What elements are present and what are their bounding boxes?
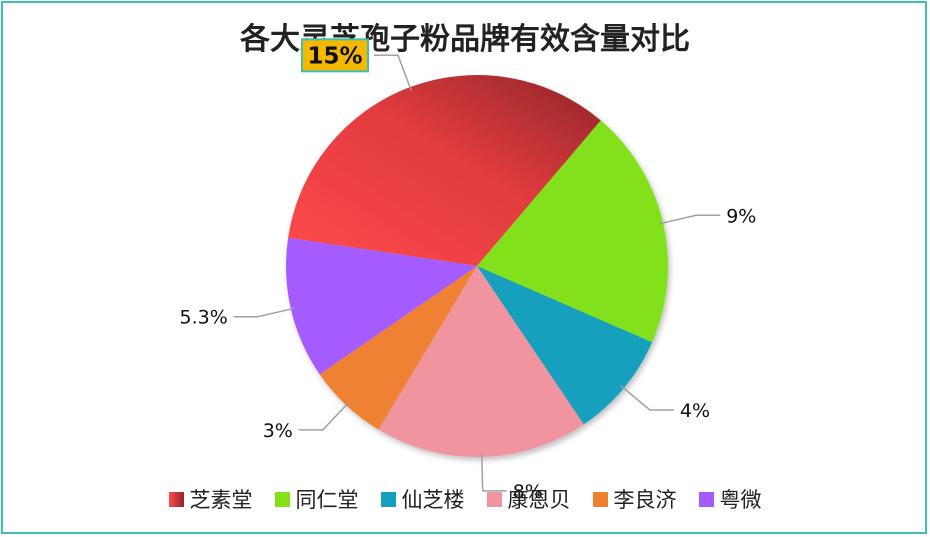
- legend-swatch-0: [168, 491, 184, 507]
- legend-item-5[interactable]: 粤微: [698, 484, 762, 514]
- pie-slice-1[interactable]: [477, 120, 668, 343]
- leader-line-3: [480, 452, 507, 492]
- legend-item-0[interactable]: 芝素堂: [168, 484, 253, 514]
- pie-slice-5[interactable]: [286, 237, 477, 375]
- pie-slice-2[interactable]: [477, 266, 653, 425]
- legend-swatch-1: [274, 491, 290, 507]
- legend-swatch-2: [380, 491, 396, 507]
- legend-label-3: 康恩贝: [507, 488, 571, 512]
- leader-line-1: [659, 214, 721, 225]
- legend-label-5: 粤微: [719, 488, 762, 512]
- data-label-1: 9%: [726, 205, 756, 227]
- legend-label-1: 同仁堂: [295, 488, 359, 512]
- data-label-5: 5.3%: [180, 307, 228, 329]
- leader-line-2: [620, 385, 674, 411]
- legend-label-2: 仙芝楼: [401, 488, 465, 512]
- data-label-3: 8%: [513, 481, 543, 503]
- leader-line-0: [374, 54, 413, 92]
- legend-swatch-3: [486, 491, 502, 507]
- pie-slice-0[interactable]: [288, 75, 601, 266]
- pie-slice-4[interactable]: [319, 266, 477, 430]
- legend-item-1[interactable]: 同仁堂: [274, 484, 359, 514]
- legend-swatch-4: [592, 491, 608, 507]
- legend-label-4: 李良济: [613, 488, 677, 512]
- leader-line-5: [233, 307, 295, 318]
- data-label-2: 4%: [680, 400, 710, 422]
- highlight-label-box: [301, 38, 370, 73]
- legend: 芝素堂 同仁堂 仙芝楼 康恩贝 李良济 粤微: [0, 484, 930, 514]
- data-label-4: 3%: [263, 420, 293, 442]
- data-label-0: 15%: [307, 43, 362, 69]
- legend-label-0: 芝素堂: [189, 488, 253, 512]
- leader-line-4: [298, 401, 350, 431]
- pie-slice-3[interactable]: [378, 266, 584, 458]
- legend-item-3[interactable]: 康恩贝: [486, 484, 571, 514]
- legend-item-2[interactable]: 仙芝楼: [380, 484, 465, 514]
- legend-item-4[interactable]: 李良济: [592, 484, 677, 514]
- legend-swatch-5: [698, 491, 714, 507]
